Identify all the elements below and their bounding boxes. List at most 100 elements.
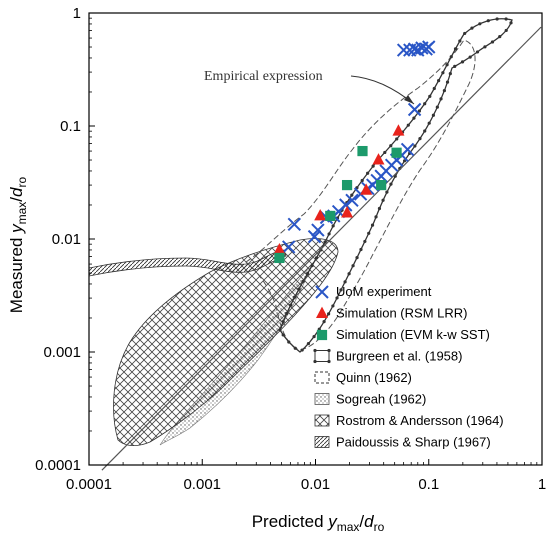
legend-marker-dot [327, 359, 331, 364]
x-tick-label: 0.001 [183, 476, 221, 493]
burgreen-dot [355, 256, 359, 260]
legend-marker [316, 306, 328, 318]
legend-label: Sogreah (1962) [336, 392, 426, 407]
legend-label: Quinn (1962) [336, 370, 412, 385]
burgreen-dot [359, 247, 363, 252]
burgreen-dot [468, 55, 472, 59]
annotation-arrowhead [404, 95, 414, 104]
uom-experiment-point [307, 229, 322, 244]
legend-label: Simulation (EVM k-w SST) [336, 327, 490, 342]
rsm-lrr-point [372, 153, 385, 165]
legend-marker [314, 393, 330, 405]
burgreen-dot [331, 304, 335, 308]
uom-experiment-point [282, 240, 296, 254]
uom-experiment-point [311, 223, 325, 237]
legend-marker-dot [313, 359, 317, 364]
burgreen-dot [297, 287, 301, 291]
burgreen-dot [285, 311, 289, 315]
evm-sst-point [391, 147, 402, 158]
burgreen-dot [412, 116, 416, 120]
evm-sst-point [357, 145, 368, 157]
burgreen-dot [495, 17, 499, 21]
burgreen-dot [486, 19, 490, 23]
burgreen-dot [453, 47, 458, 51]
burgreen-dot [306, 271, 310, 276]
burgreen-dot [483, 45, 487, 49]
y-tick-label: 0.001 [43, 344, 81, 361]
burgreen-dot [395, 137, 399, 141]
burgreen-dot [278, 328, 282, 332]
burgreen-dot [347, 272, 351, 276]
burgreen-dot [406, 123, 410, 127]
burgreen-dot [383, 150, 387, 155]
burgreen-dot [327, 232, 331, 236]
burgreen-dot [389, 182, 393, 186]
legend-label: Rostrom & Andersson (1964) [336, 413, 504, 428]
burgreen-dot [306, 341, 311, 346]
burgreen-dot [449, 55, 453, 59]
burgreen-dot [293, 346, 297, 350]
burgreen-dot [439, 97, 443, 101]
x-tick-label: 1 [538, 476, 546, 493]
uom-experiment-point [400, 142, 415, 157]
burgreen-dot [431, 113, 436, 117]
uom-experiment-point [396, 43, 411, 57]
burgreen-dot [428, 94, 432, 98]
burgreen-dot [289, 303, 293, 307]
burgreen-dot [478, 22, 482, 26]
legend-marker-dot [327, 348, 331, 353]
burgreen-outline [279, 18, 513, 353]
rsm-lrr-point [314, 209, 327, 221]
burgreen-dot [490, 40, 495, 44]
evm-sst-point [341, 179, 353, 191]
legend-marker [315, 285, 329, 299]
uom-experiment-point [339, 198, 353, 212]
burgreen-dot [335, 296, 339, 300]
burgreen-dot [417, 109, 421, 113]
burgreen-dot [377, 206, 382, 211]
burgreen-dot [453, 64, 457, 68]
legend-marker [314, 371, 330, 384]
y-tick-label: 1 [73, 5, 81, 22]
uom-experiment-point [345, 193, 359, 208]
evm-sst-point [376, 179, 387, 191]
y-axis-label: Measured ymax/dro [7, 176, 29, 313]
burgreen-dot [366, 171, 370, 175]
burgreen-dot [458, 39, 462, 43]
burgreen-dot [351, 264, 355, 268]
burgreen-dot [281, 319, 285, 324]
evm-sst-point [274, 252, 285, 264]
uom-experiment-point [422, 40, 436, 54]
burgreen-dot [312, 334, 316, 339]
burgreen-dot [423, 129, 427, 133]
burgreen-dot [463, 31, 467, 36]
burgreen-dot [445, 63, 449, 67]
burgreen-dot [470, 26, 474, 30]
burgreen-dot [323, 240, 327, 244]
burgreen-dot [413, 144, 417, 148]
burgreen-dot [437, 79, 441, 83]
burgreen-dot [385, 190, 389, 194]
y-tick-label: 0.0001 [35, 457, 81, 474]
rsm-lrr-point [273, 243, 286, 255]
legend-marker [316, 329, 328, 341]
empirical-annotation: Empirical expression [204, 69, 415, 105]
rsm-lrr-point [392, 124, 405, 136]
burgreen-dot [418, 137, 422, 141]
rostrom-andersson-region [113, 238, 339, 446]
uom-experiment-point [287, 217, 302, 231]
burgreen-dot [367, 231, 371, 235]
legend-marker [314, 350, 330, 362]
legend-label: Paidoussis & Sharp (1967) [336, 435, 491, 450]
burgreen-dot [498, 35, 502, 39]
burgreen-dot [381, 198, 385, 202]
rsm-lrr-point [341, 206, 354, 218]
burgreen-dot [371, 164, 375, 168]
burgreen-dot [370, 223, 375, 227]
burgreen-dot [327, 312, 331, 316]
burgreen-dot [432, 86, 436, 91]
empirical-expression-line [101, 26, 542, 471]
burgreen-dot [287, 340, 291, 344]
legend-marker-dot [313, 348, 317, 353]
